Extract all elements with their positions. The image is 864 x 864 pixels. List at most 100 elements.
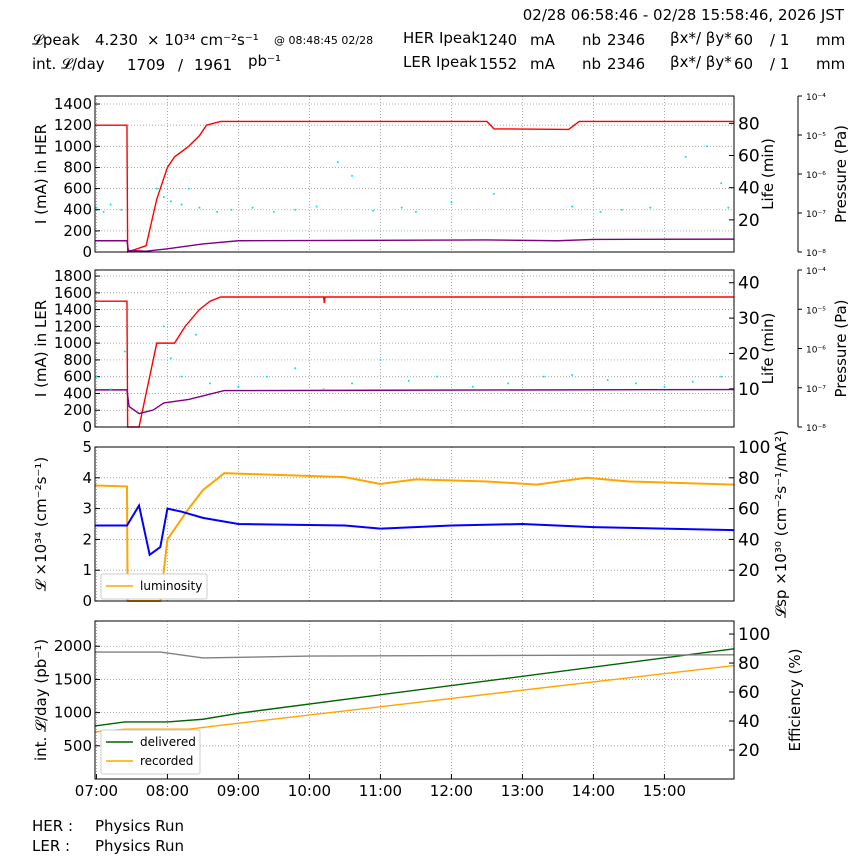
y-tick-label: 1000 [54, 137, 92, 155]
series-current [95, 120, 734, 253]
pressure-tick-label: 10⁻⁷ [806, 210, 826, 220]
y-axis-label: I (mA) in HER [32, 124, 50, 224]
pressure-point [198, 206, 201, 209]
pressure-point [649, 206, 652, 209]
ler-ipeak-unit: mA [530, 55, 555, 73]
pressure-point [450, 201, 453, 204]
series-recorded [94, 664, 735, 733]
her-beta-unit: mm [816, 31, 846, 49]
y-tick-label: 1000 [54, 704, 92, 722]
pressure-point [471, 385, 474, 388]
legend-label: recorded [140, 754, 193, 768]
intl-sep: / [178, 56, 184, 74]
pressure-point [120, 208, 123, 211]
pressure-point [322, 388, 325, 391]
y2-tick-label: 40 [738, 530, 760, 550]
y2-tick-label: 80 [738, 114, 760, 134]
pressure-point [620, 208, 623, 211]
pressure-point [436, 375, 439, 378]
plot-frame [94, 620, 735, 780]
pressure-tick-label: 10⁻⁸ [806, 424, 826, 434]
pressure-point [294, 208, 297, 211]
pressure-point [599, 210, 602, 213]
y2-tick-label: 20 [738, 561, 760, 581]
pressure-point [351, 382, 354, 385]
time-range: 02/28 06:58:46 - 02/28 15:58:46, 2026 JS… [522, 6, 844, 24]
pressure-point [155, 187, 158, 190]
y2-tick-label: 100 [738, 625, 770, 645]
intl-recorded: 1961 [194, 56, 233, 74]
her-ipeak-unit: mA [530, 31, 555, 49]
y-tick-label: 2 [82, 530, 92, 548]
pressure-point [95, 206, 98, 209]
x-tick-label: 13:00 [501, 782, 544, 800]
pressure-point [187, 187, 190, 190]
y2-tick-label: 80 [738, 654, 760, 674]
pressure-point [663, 385, 666, 388]
pressure-point [216, 210, 219, 213]
y-tick-label: 400 [63, 201, 92, 219]
x-tick-label: 09:00 [217, 782, 260, 800]
pressure-axis-label: Pressure (Pa) [832, 125, 850, 223]
pressure-point [237, 385, 240, 388]
y2-tick-label: 20 [738, 344, 760, 364]
lpeak-time: @ 08:48:45 02/28 [274, 34, 374, 47]
x-tick-label: 12:00 [430, 782, 473, 800]
y-tick-label: 0 [82, 418, 92, 436]
series-specific [95, 502, 735, 557]
her-beta-x: 60 [734, 31, 754, 49]
pressure-point [109, 388, 112, 391]
series-delivered [94, 648, 735, 727]
x-tick-label: 08:00 [146, 782, 189, 800]
y-tick-label: 1500 [54, 670, 92, 688]
lpeak-value: 4.230 [95, 31, 138, 49]
y-tick-label: 500 [63, 737, 92, 755]
y2-axis-label: 𝓛sp ×10³⁰ (cm⁻²s⁻¹/mA²) [772, 430, 790, 618]
y2-tick-label: 20 [738, 211, 760, 231]
y2-tick-label: 30 [738, 309, 760, 329]
pressure-point [372, 209, 375, 212]
ler-ipeak-label: LER Ipeak [403, 53, 478, 71]
series-life [95, 238, 735, 252]
pressure-point [162, 325, 165, 328]
series-life [95, 388, 735, 415]
y-axis-label: 𝓛 ×10³⁴ (cm⁻²s⁻¹) [32, 457, 50, 591]
y2-tick-label: 40 [738, 179, 760, 199]
plot-frame [94, 95, 735, 253]
pressure-point [379, 358, 382, 361]
pressure-point [727, 206, 730, 209]
legend [100, 729, 201, 775]
pressure-point [542, 375, 545, 378]
ler-status: Physics Run [95, 837, 185, 855]
her-ipeak-label: HER Ipeak [403, 29, 480, 47]
x-tick-label: 14:00 [572, 782, 615, 800]
ler-beta-unit: mm [816, 55, 846, 73]
legend [100, 573, 208, 600]
y2-axis-label: Efficiency (%) [786, 649, 804, 752]
pressure-point [169, 200, 172, 203]
y-tick-label: 1800 [54, 267, 92, 285]
pressure-point [123, 350, 126, 353]
pressure-tick-label: 10⁻⁸ [806, 249, 826, 259]
pressure-point [272, 210, 275, 213]
y-tick-label: 1 [82, 561, 92, 579]
y-tick-label: 200 [63, 222, 92, 240]
plot-frame [94, 269, 735, 428]
y-tick-label: 0 [82, 243, 92, 261]
y-tick-label: 800 [63, 158, 92, 176]
y2-tick-label: 80 [738, 469, 760, 489]
ler-beta-y: / 1 [770, 55, 790, 73]
y-tick-label: 2000 [54, 637, 92, 655]
her-status: Physics Run [95, 817, 185, 835]
pressure-point [507, 382, 510, 385]
y2-tick-label: 60 [738, 500, 760, 520]
y2-axis-label: Life (min) [759, 138, 777, 210]
y-tick-label: 800 [63, 351, 92, 369]
x-tick-label: 10:00 [288, 782, 331, 800]
pressure-point [180, 375, 183, 378]
her-beta-label: βx*/ βy* [670, 29, 732, 47]
pressure-point [209, 382, 212, 385]
y2-axis-label: Life (min) [759, 313, 777, 385]
pressure-point [294, 367, 297, 370]
